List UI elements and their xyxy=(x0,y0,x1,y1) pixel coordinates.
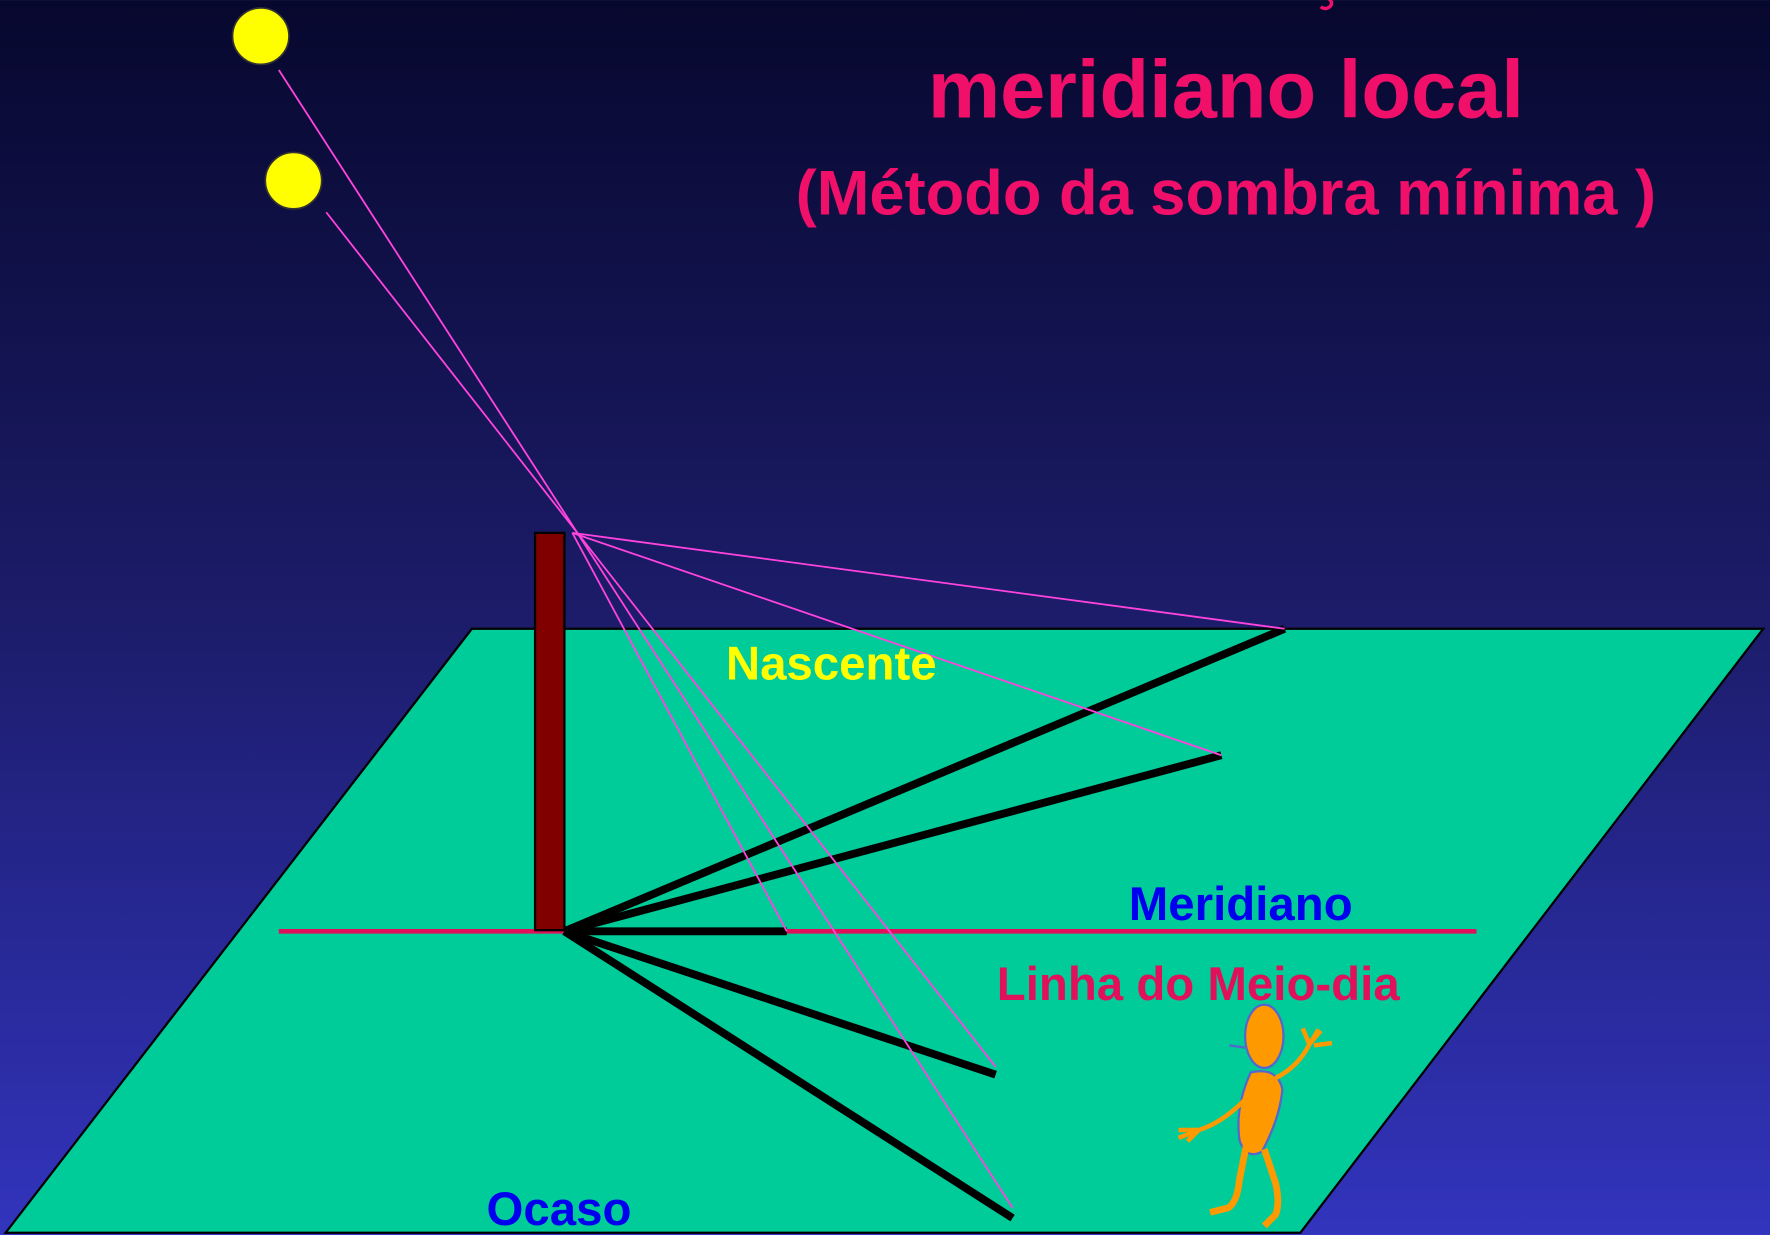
title: meridiano local xyxy=(928,44,1524,135)
ray xyxy=(572,531,1222,757)
ray xyxy=(278,69,1014,1209)
shadow xyxy=(563,751,1223,936)
shadow xyxy=(563,927,997,1079)
figure-nose xyxy=(1229,1044,1246,1049)
figure xyxy=(1177,1003,1333,1229)
sun xyxy=(231,7,290,66)
shadow xyxy=(562,927,1015,1222)
label-sunrise: Nascente xyxy=(726,638,937,691)
ray xyxy=(572,531,1285,630)
label-sunset: Ocaso xyxy=(487,1183,632,1235)
shadow xyxy=(562,625,1287,935)
figure-arm xyxy=(1177,1099,1246,1143)
figure-legs xyxy=(1209,1145,1282,1229)
figure-arm xyxy=(1274,1027,1333,1081)
label-meridian: Meridiano xyxy=(1129,878,1353,931)
subtitle: (Método da sombra mínima ) xyxy=(796,159,1656,229)
gnomon xyxy=(533,531,566,932)
title-fragment xyxy=(1319,0,1334,11)
figure-head xyxy=(1243,1003,1285,1070)
shadows xyxy=(562,625,1287,1222)
ray xyxy=(325,211,997,1068)
rays xyxy=(278,69,1285,1209)
sun xyxy=(264,151,323,210)
label-noon-line: Linha do Meio-dia xyxy=(997,958,1401,1011)
ray xyxy=(571,532,788,932)
